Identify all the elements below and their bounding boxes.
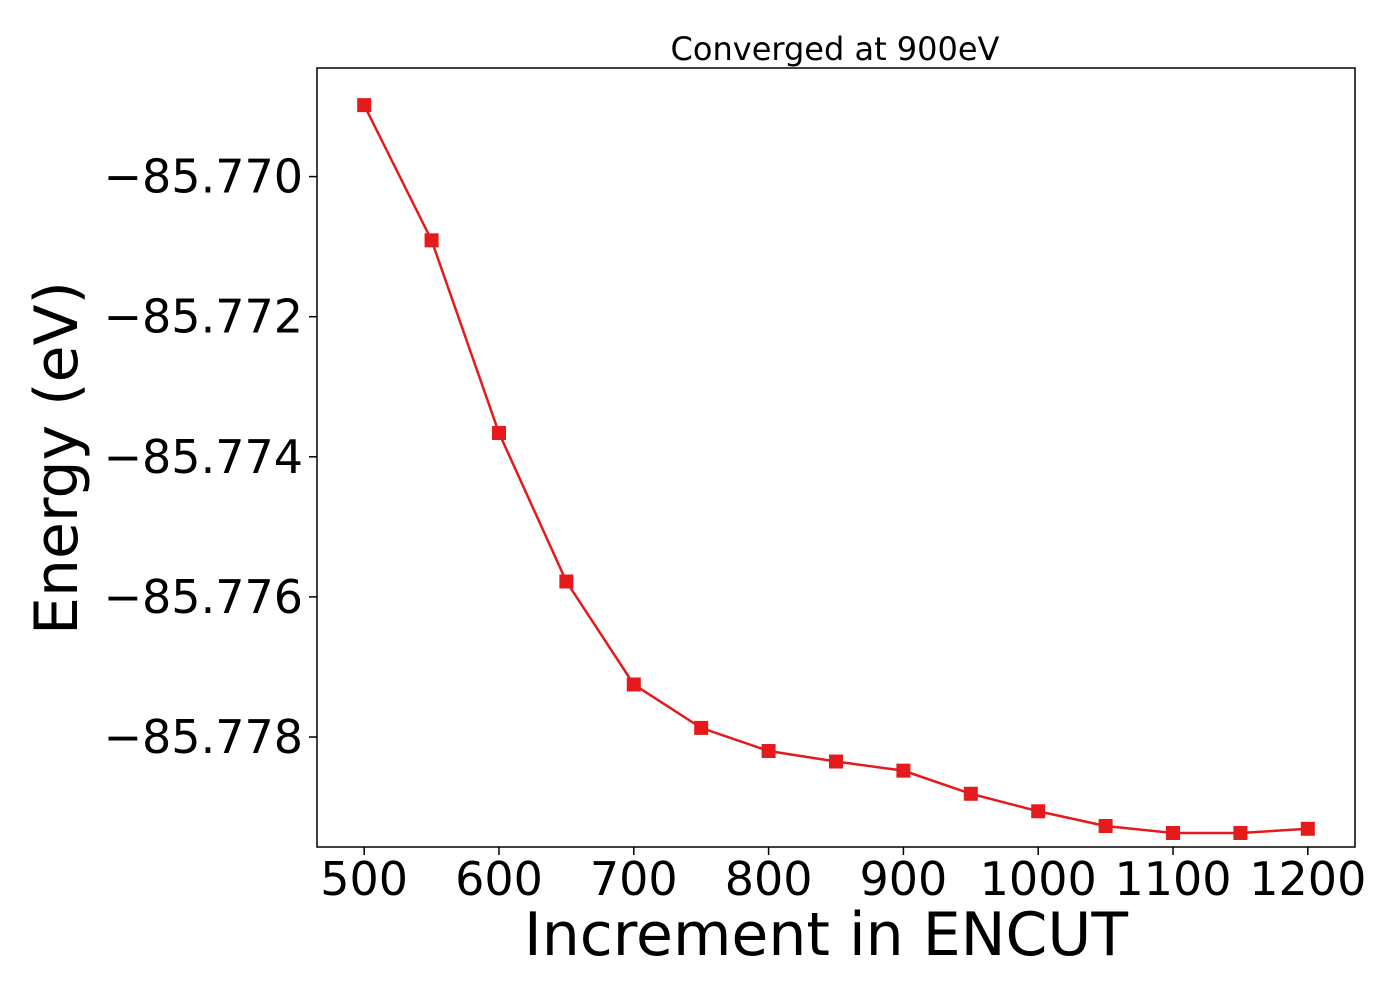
y-tick-label: −85.774 <box>104 430 304 484</box>
data-point <box>491 425 506 440</box>
y-tick-label: −85.772 <box>104 290 304 344</box>
data-point <box>829 754 843 769</box>
data-point <box>1098 818 1113 833</box>
y-tick-label: −85.776 <box>104 570 304 624</box>
x-tick-label: 1000 <box>980 852 1097 906</box>
data-point <box>626 677 641 692</box>
data-point <box>1300 821 1315 836</box>
plot-area: 500 600 700 800 900 1000 1100 1200 −85.770 −85.77… <box>104 67 1366 906</box>
x-tick-label: 1200 <box>1249 852 1366 906</box>
data-point <box>424 233 439 248</box>
y-tick-label: −85.778 <box>104 710 304 764</box>
y-axis-label: Energy (eV) <box>22 281 92 635</box>
x-tick-label: 600 <box>455 852 543 906</box>
data-point <box>761 744 776 759</box>
data-point <box>357 98 372 113</box>
data-point <box>963 786 978 801</box>
chart-title: Converged at 900eV <box>671 30 1000 68</box>
x-tick-label: 500 <box>320 852 408 906</box>
data-point <box>896 763 911 778</box>
x-tick-label: 800 <box>725 852 813 906</box>
x-tick-label: 700 <box>590 852 678 906</box>
data-point <box>694 720 709 735</box>
x-axis-label: Increment in ENCUT <box>524 900 1128 970</box>
series-line <box>363 104 1308 835</box>
data-point <box>1031 804 1046 819</box>
data-point <box>1233 825 1248 840</box>
data-point <box>1166 825 1181 840</box>
data-point <box>559 574 574 589</box>
y-tick-label: −85.770 <box>104 150 304 204</box>
x-tick-label: 900 <box>859 852 947 906</box>
x-tick-label: 1100 <box>1114 852 1231 906</box>
plot-frame <box>316 67 1356 848</box>
